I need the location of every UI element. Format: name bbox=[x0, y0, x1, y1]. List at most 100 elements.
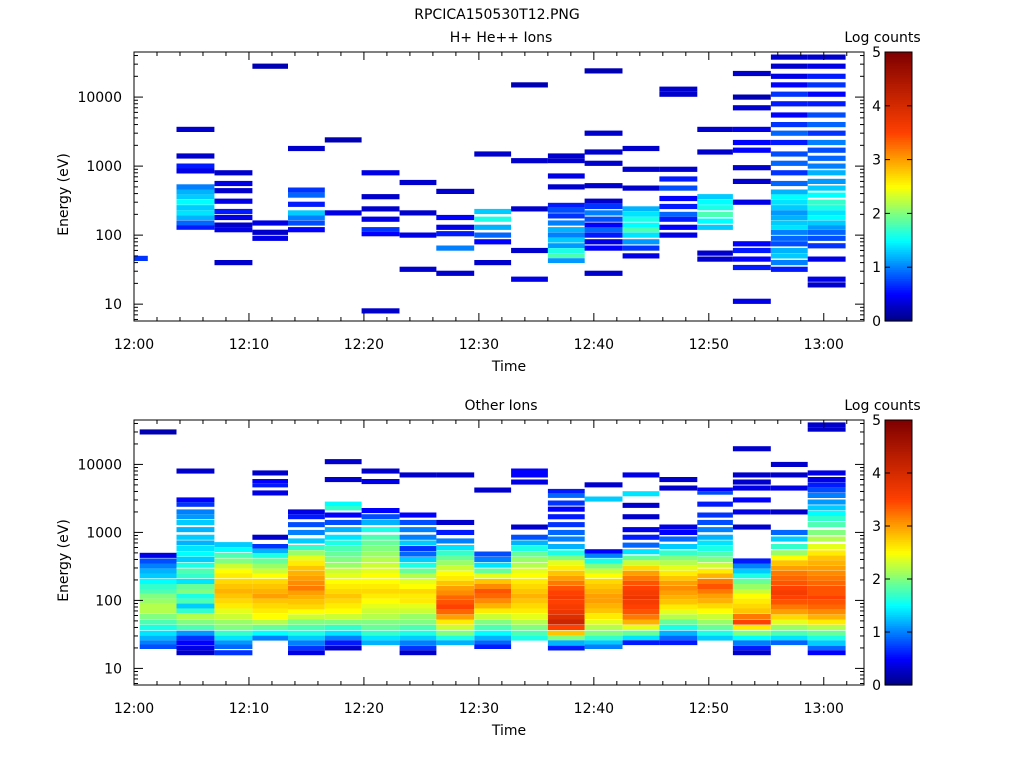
heatmap-cell bbox=[361, 519, 400, 525]
heatmap-cell bbox=[807, 170, 846, 176]
heatmap-cell bbox=[399, 578, 437, 584]
heatmap-cell bbox=[807, 505, 846, 511]
heatmap-cell bbox=[807, 590, 846, 596]
heatmap-cell bbox=[659, 585, 698, 591]
colorbar-segment bbox=[885, 572, 912, 576]
colorbar-tick-label: 4 bbox=[872, 466, 881, 482]
heatmap-cell bbox=[659, 590, 698, 596]
heatmap-cell bbox=[732, 509, 771, 515]
colorbar-segment bbox=[885, 503, 912, 507]
heatmap-cell bbox=[288, 565, 325, 571]
heatmap-cell bbox=[584, 598, 623, 604]
colorbar-segment bbox=[885, 123, 912, 127]
heatmap-cell bbox=[214, 630, 253, 636]
heatmap-cell bbox=[214, 619, 253, 625]
heatmap-cell bbox=[622, 472, 660, 478]
heatmap-cell bbox=[770, 54, 808, 60]
heatmap-cell bbox=[214, 608, 253, 614]
heatmap-cell bbox=[176, 540, 215, 546]
colorbar-segment bbox=[885, 186, 912, 190]
heatmap-cell bbox=[807, 112, 846, 118]
heatmap-cell bbox=[659, 203, 698, 210]
heatmap-cell bbox=[288, 514, 325, 520]
heatmap-cell bbox=[547, 544, 585, 550]
colorbar-segment bbox=[885, 554, 912, 558]
heatmap-cell bbox=[807, 73, 846, 79]
heatmap-cell bbox=[807, 470, 846, 476]
heatmap-cell bbox=[324, 635, 362, 641]
heatmap-cell bbox=[807, 599, 846, 605]
heatmap-cell bbox=[139, 578, 177, 584]
panel-other-ions: 12:00 12:10 12:20 12:30 12:40 12:50 13:0010100… bbox=[56, 398, 921, 739]
y-tick-label: 10 bbox=[104, 297, 122, 313]
colorbar-segment bbox=[885, 105, 912, 109]
heatmap-cell bbox=[436, 555, 475, 561]
colorbar-segment bbox=[885, 255, 912, 259]
colorbar-segment bbox=[885, 459, 912, 463]
x-tick-label: 12:50 bbox=[689, 701, 729, 717]
heatmap-cell bbox=[807, 427, 846, 432]
heatmap-cell bbox=[176, 225, 215, 230]
colorbar-segment bbox=[885, 640, 912, 644]
heatmap-cell bbox=[288, 201, 325, 207]
heatmap-cell bbox=[622, 614, 660, 620]
colorbar-segment bbox=[885, 574, 912, 578]
colorbar-segment bbox=[885, 296, 912, 300]
heatmap-cell bbox=[807, 215, 846, 221]
heatmap-cell bbox=[770, 205, 808, 211]
colorbar-segment bbox=[885, 581, 912, 585]
heatmap-cell bbox=[547, 227, 585, 233]
colorbar-segment bbox=[885, 433, 912, 437]
heatmap-cell bbox=[511, 206, 548, 212]
heatmap-cell bbox=[252, 584, 288, 589]
heatmap-cell bbox=[732, 178, 771, 184]
colorbar-segment bbox=[885, 510, 912, 514]
colorbar-segment bbox=[885, 481, 912, 485]
heatmap-cell bbox=[252, 548, 288, 553]
heatmap-cell bbox=[361, 170, 400, 176]
colorbar-segment bbox=[885, 645, 912, 649]
heatmap-cell bbox=[807, 243, 846, 249]
heatmap-cell bbox=[361, 508, 400, 514]
heatmap-cell bbox=[732, 589, 771, 594]
heatmap-cell bbox=[547, 550, 585, 556]
colorbar-segment bbox=[885, 78, 912, 82]
heatmap-cell bbox=[659, 86, 698, 92]
heatmap-cell bbox=[324, 540, 362, 546]
colorbar-segment bbox=[885, 108, 912, 111]
heatmap-cell bbox=[176, 624, 215, 630]
heatmap-cell bbox=[214, 578, 253, 584]
heatmap-cell bbox=[511, 635, 548, 641]
heatmap-cell bbox=[584, 239, 623, 245]
colorbar-segment bbox=[885, 559, 912, 562]
heatmap-cell bbox=[659, 604, 698, 610]
heatmap-cell bbox=[324, 603, 362, 609]
heatmap-cell bbox=[622, 624, 660, 630]
heatmap-cell bbox=[622, 145, 660, 152]
heatmap-cell bbox=[361, 546, 400, 552]
heatmap-cell bbox=[807, 63, 846, 69]
heatmap-cell bbox=[732, 635, 771, 641]
heatmap-cell bbox=[436, 580, 475, 586]
colorbar-segment bbox=[885, 278, 912, 282]
heatmap-cell bbox=[622, 239, 660, 245]
heatmap-cell bbox=[139, 644, 177, 649]
heatmap-cell bbox=[659, 185, 698, 191]
heatmap-cell bbox=[324, 573, 362, 579]
heatmap-cell bbox=[214, 180, 253, 187]
heatmap-cell bbox=[176, 603, 215, 609]
heatmap-cell bbox=[252, 603, 288, 609]
heatmap-cell bbox=[399, 540, 437, 546]
colorbar-segment bbox=[885, 83, 912, 87]
heatmap-cell bbox=[288, 545, 325, 551]
heatmap-cell bbox=[547, 173, 585, 179]
heatmap-cell bbox=[807, 487, 846, 493]
heatmap-cell bbox=[807, 101, 846, 107]
heatmap-cell bbox=[361, 194, 400, 200]
heatmap-cell bbox=[361, 308, 400, 314]
colorbar-segment bbox=[885, 220, 912, 223]
heatmap-cell bbox=[584, 624, 623, 630]
heatmap-cell bbox=[139, 598, 177, 604]
colorbar-segment bbox=[885, 673, 912, 677]
